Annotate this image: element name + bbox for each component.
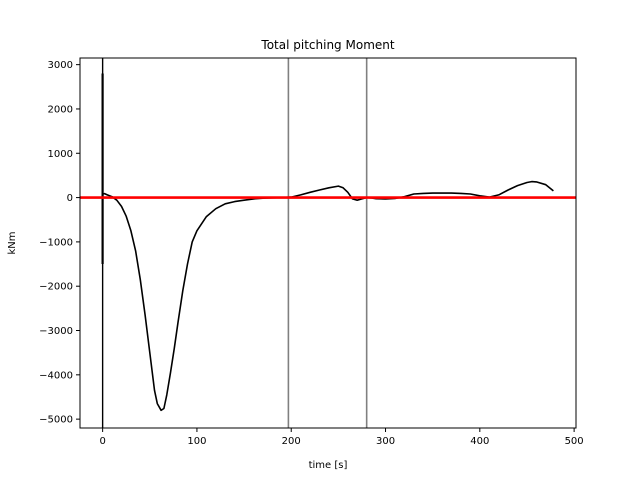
axes-frame xyxy=(79,57,577,429)
x-tick-label: 500 xyxy=(565,436,584,447)
x-tick-label: 100 xyxy=(187,436,206,447)
y-tick-label: −2000 xyxy=(39,282,73,293)
x-tick-label: 0 xyxy=(99,436,105,447)
y-tick-label: 3000 xyxy=(48,60,73,71)
y-axis-label: kNm xyxy=(7,231,18,254)
y-tick-label: −4000 xyxy=(39,370,73,381)
y-axis: −5000 −4000 −3000 −2000 −1000 0 1000 2000 3000 xyxy=(39,60,80,426)
y-tick-label: −5000 xyxy=(39,415,73,426)
y-tick-label: −3000 xyxy=(39,326,73,337)
plot-area xyxy=(80,58,576,428)
y-tick-label: −1000 xyxy=(39,237,73,248)
x-tick-label: 300 xyxy=(376,436,395,447)
y-tick-label: 1000 xyxy=(48,149,73,160)
x-tick-label: 200 xyxy=(282,436,301,447)
x-tick-label: 400 xyxy=(470,436,489,447)
x-axis-label: time [s] xyxy=(309,460,348,471)
pitching-moment-line xyxy=(102,180,554,412)
y-tick-label: 2000 xyxy=(48,104,73,115)
y-tick-label: 0 xyxy=(67,193,73,204)
chart-title: Total pitching Moment xyxy=(260,38,394,52)
x-axis: 0 100 200 300 400 500 xyxy=(99,428,584,447)
